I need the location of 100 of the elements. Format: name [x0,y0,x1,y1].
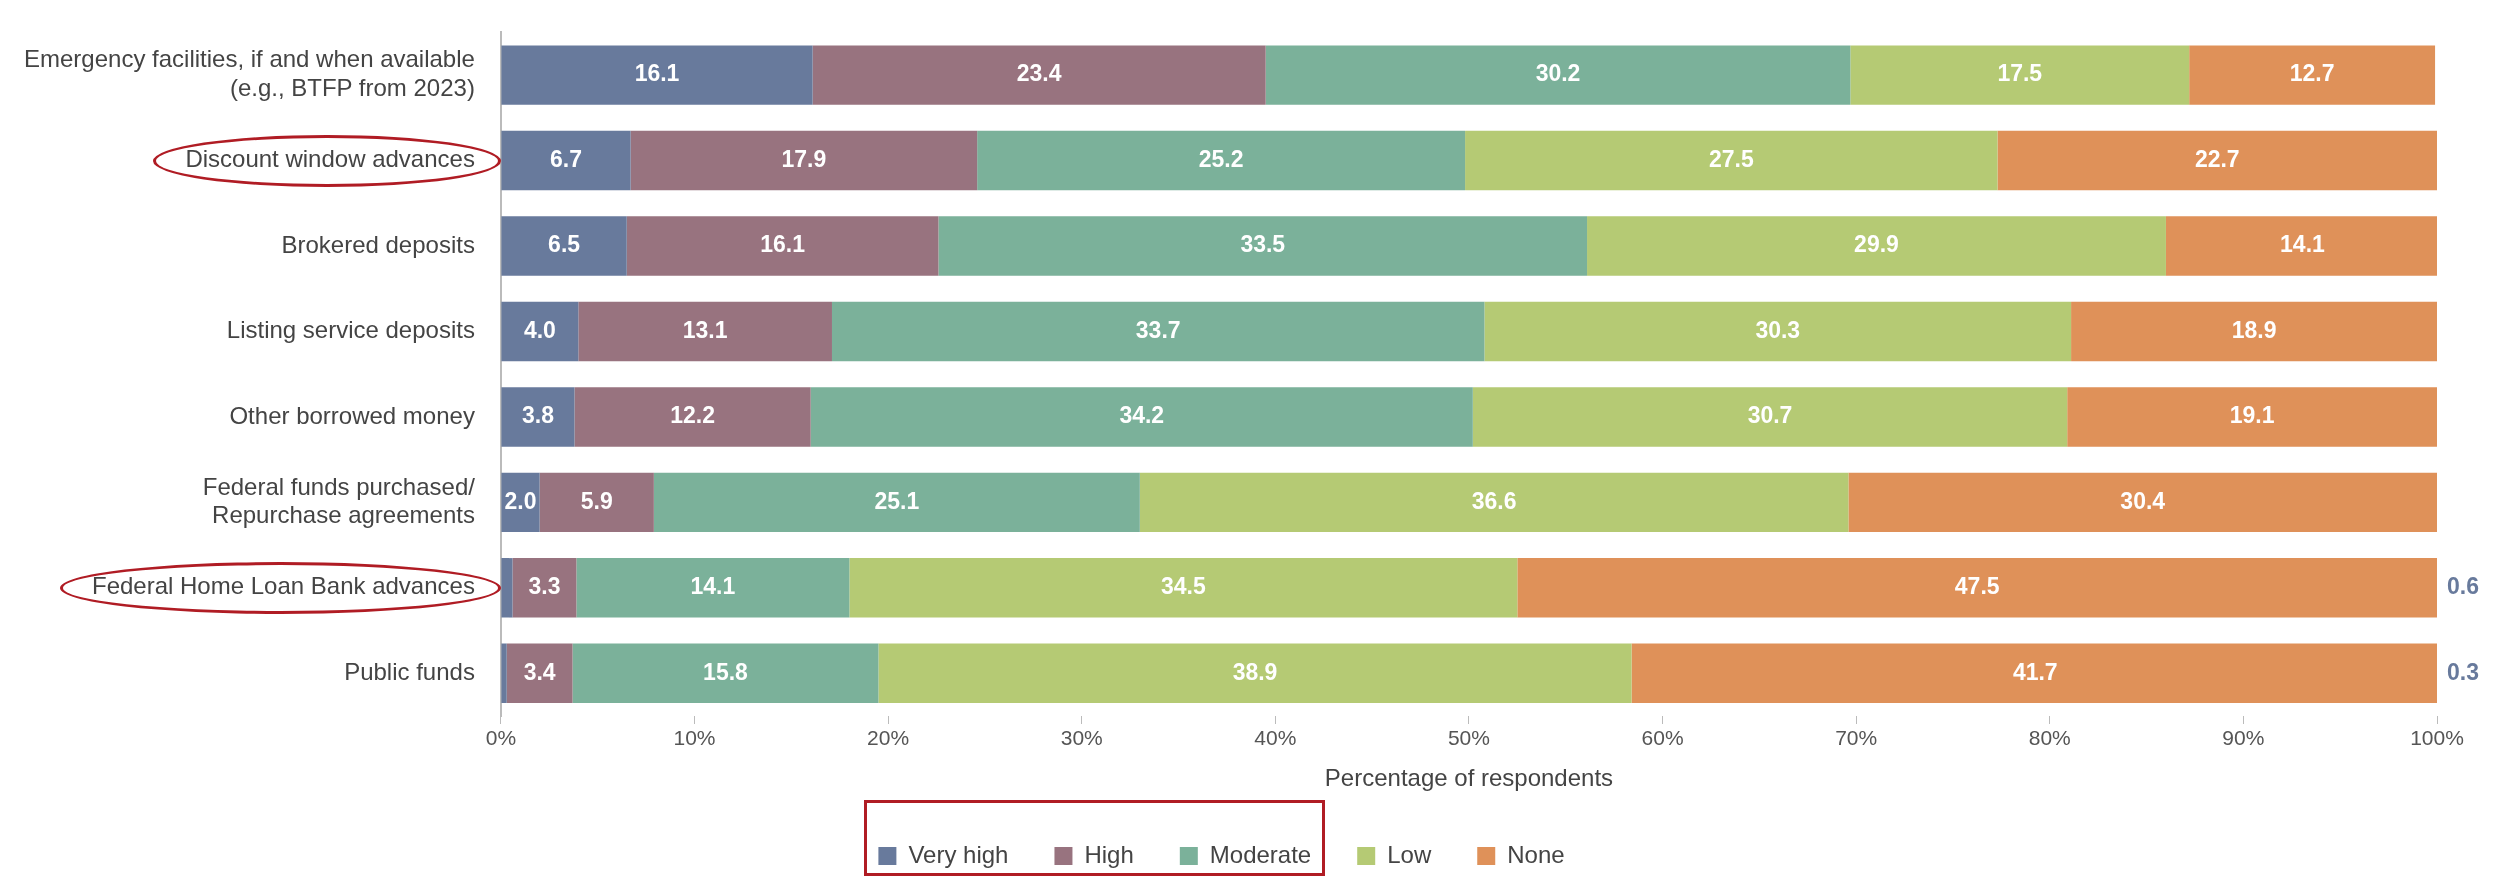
data-label: 18.9 [2231,316,2277,343]
bar [2189,45,2436,105]
bar [1139,472,1849,533]
data-label: 19.1 [2229,402,2275,429]
data-label: 25.1 [874,487,920,514]
data-label: 3.4 [523,658,556,685]
data-label: 2.0 [504,487,537,514]
x-tick-label: 40% [1254,726,1297,750]
bar [849,558,1518,618]
bar [506,643,573,703]
bar [512,558,577,618]
data-label: 12.2 [670,402,715,429]
x-tick-label: 0% [485,726,517,750]
data-label: 30.2 [1535,60,1581,87]
data-label: 17.5 [1997,60,2043,87]
bar [501,301,579,362]
data-label: 3.3 [528,573,561,600]
data-label: 6.7 [550,145,582,172]
legend-label: High [1084,840,1134,868]
data-label: 41.7 [2012,658,2058,685]
bar [501,45,813,105]
bar [1517,558,2437,618]
bar [501,130,631,191]
x-tick-label: 20% [867,726,910,750]
bar [2067,387,2437,447]
annotation: 0.6 [2447,573,2479,600]
bar [539,472,654,533]
bar [977,130,1466,191]
data-label: 13.1 [682,316,728,343]
x-tick-label: 10% [673,726,716,750]
x-tick-label: 60% [1641,726,1684,750]
legend-label: None [1507,840,1565,868]
data-label: 17.9 [781,145,827,172]
data-label: 30.3 [1755,316,1801,343]
x-axis-title: Percentage of respondents [1324,764,1614,792]
bar [501,558,513,618]
bar [1484,301,2072,362]
legend-label: Very high [908,840,1009,868]
data-label: 5.9 [580,487,613,514]
data-label: 27.5 [1708,145,1754,172]
bar [501,387,575,447]
data-label: 23.4 [1016,60,1062,87]
bar [501,643,507,703]
x-tick-label: 90% [2222,726,2265,750]
y-tick-label: Federal Home Loan Bank advances [92,572,475,600]
y-tick-label: Emergency facilities, if and when available (e.g., BTFP from 2023) [24,45,475,102]
data-label: 30.4 [2120,487,2166,514]
data-label: 6.5 [548,231,581,258]
bar [574,387,811,447]
data-label: 4.0 [523,316,556,343]
bar [1265,45,1851,105]
bar [831,301,1485,362]
bar [2071,301,2437,362]
bar [1587,216,2166,276]
data-label: 3.8 [521,402,555,429]
data-label: 16.1 [634,60,680,87]
bar [572,643,879,703]
legend-label: Moderate [1209,840,1312,868]
bar [501,216,627,276]
bar [578,301,832,362]
annotation: 0.3 [2447,658,2479,685]
bar [1997,130,2437,191]
data-label: 33.7 [1135,316,1181,343]
data-label: 34.5 [1160,573,1206,600]
bar [1850,45,2190,105]
data-label: 14.1 [2280,231,2326,258]
y-tick-label: Other borrowed money [229,401,475,429]
bar [576,558,850,618]
data-label: 38.9 [1232,658,1278,685]
data-label: 29.9 [1854,231,1899,258]
bar [653,472,1140,533]
data-label: 34.2 [1119,402,1165,429]
x-tick-label: 30% [1060,726,1103,750]
x-tick-label: 80% [2028,726,2071,750]
y-tick-label: Federal funds purchased/ Repurchase agreements [202,472,476,529]
x-tick-label: 70% [1835,726,1878,750]
bar [810,387,1473,447]
data-label: 14.1 [690,573,736,600]
y-tick-label: Listing service deposits [226,316,475,344]
data-label: 33.5 [1240,231,1286,258]
data-label: 12.7 [2289,60,2335,87]
data-label: 25.2 [1198,145,1244,172]
bar [630,130,978,191]
bar [626,216,939,276]
bar [1465,130,1998,191]
y-tick-label: Discount window advances [185,145,475,173]
x-tick-label: 100% [2410,726,2464,750]
x-tick-label: 50% [1447,726,1490,750]
y-tick-label: Brokered deposits [281,230,475,258]
data-label: 36.6 [1471,487,1517,514]
data-label: 16.1 [760,231,806,258]
data-label: 15.8 [703,658,749,685]
bar [878,643,1632,703]
data-label: 47.5 [1954,573,2000,600]
y-tick-label: Public funds [344,657,475,685]
bar [1472,387,2068,447]
legend-label: Low [1387,840,1432,868]
bar [938,216,1588,276]
bar [812,45,1266,105]
bar [1848,472,2437,533]
